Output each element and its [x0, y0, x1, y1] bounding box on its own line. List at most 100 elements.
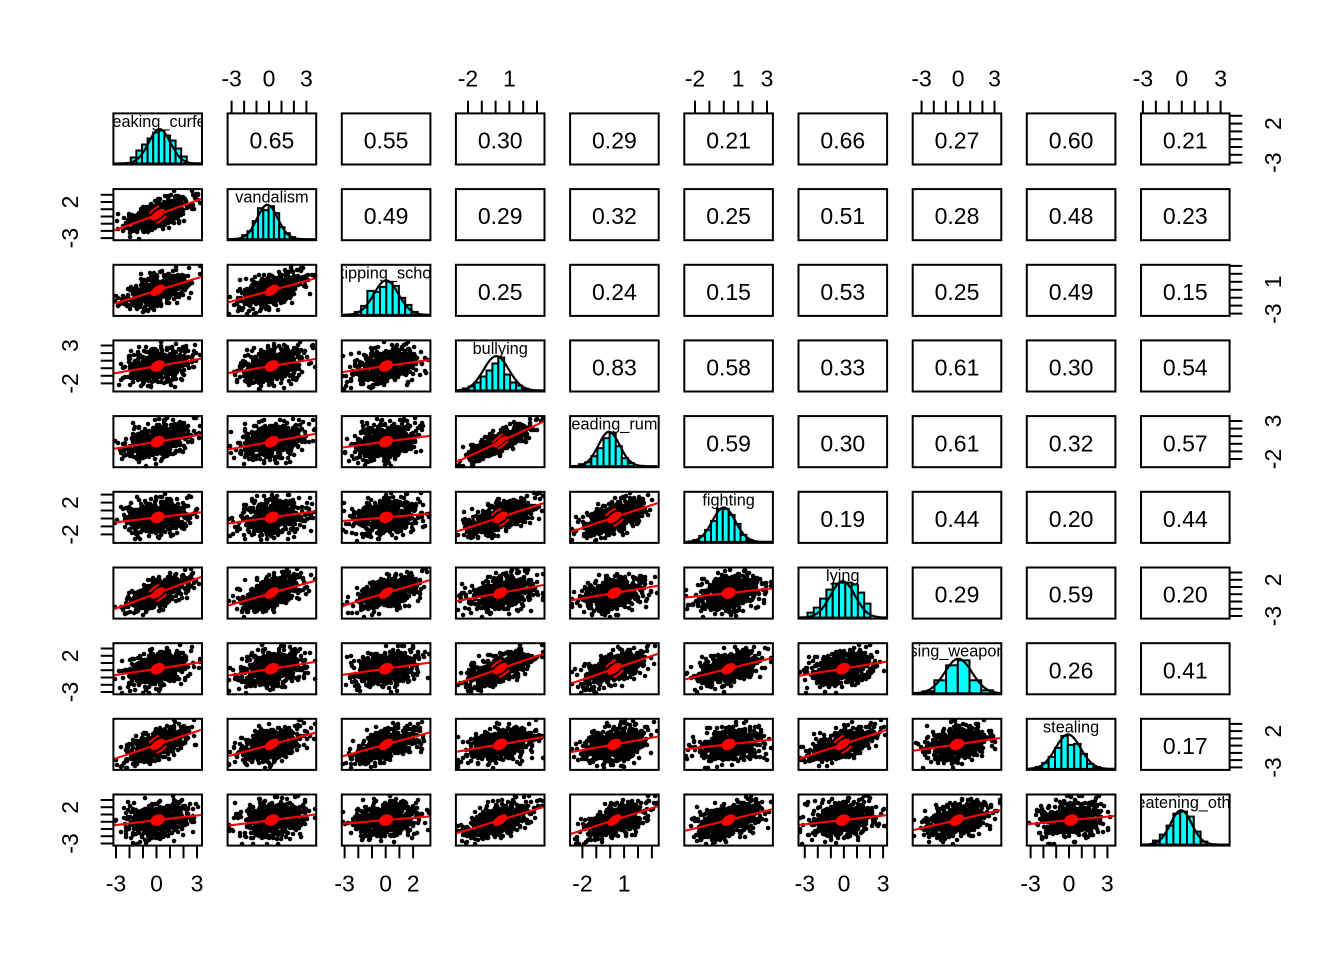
svg-text:3: 3	[761, 66, 774, 92]
svg-text:0.21: 0.21	[706, 128, 751, 154]
svg-text:breaking_curfew: breaking_curfew	[98, 113, 218, 131]
svg-text:-3: -3	[1133, 66, 1153, 92]
svg-text:-3: -3	[911, 66, 931, 92]
svg-text:stealing: stealing	[1043, 718, 1099, 736]
svg-text:0.29: 0.29	[935, 582, 980, 608]
svg-text:0.21: 0.21	[1163, 128, 1208, 154]
svg-text:0.59: 0.59	[1049, 582, 1094, 608]
svg-text:0.44: 0.44	[935, 506, 980, 532]
svg-text:0.25: 0.25	[935, 279, 980, 305]
svg-text:1: 1	[732, 66, 745, 92]
svg-text:-3: -3	[106, 871, 126, 897]
svg-text:0: 0	[838, 871, 851, 897]
svg-text:-3: -3	[1260, 152, 1286, 172]
svg-text:0: 0	[263, 66, 276, 92]
svg-text:0.20: 0.20	[1163, 582, 1208, 608]
svg-text:0.55: 0.55	[364, 128, 409, 154]
svg-text:-2: -2	[572, 871, 592, 897]
svg-text:skipping_school: skipping_school	[328, 264, 444, 282]
svg-text:-3: -3	[795, 871, 815, 897]
svg-text:-3: -3	[57, 228, 83, 248]
svg-text:spreading_rumors: spreading_rumors	[549, 416, 680, 434]
svg-text:0.15: 0.15	[1163, 279, 1208, 305]
svg-text:0.54: 0.54	[1163, 355, 1208, 381]
svg-text:1: 1	[1260, 275, 1286, 288]
svg-text:-2: -2	[1260, 449, 1286, 469]
svg-text:0.20: 0.20	[1049, 506, 1094, 532]
svg-text:3: 3	[1101, 871, 1114, 897]
svg-text:0.26: 0.26	[1049, 657, 1094, 683]
svg-text:2: 2	[57, 196, 83, 209]
svg-text:0.30: 0.30	[478, 128, 523, 154]
svg-text:0: 0	[952, 66, 965, 92]
svg-text:-3: -3	[57, 682, 83, 702]
svg-text:3: 3	[1260, 415, 1286, 428]
svg-text:0.32: 0.32	[592, 203, 637, 229]
svg-text:0.29: 0.29	[592, 128, 637, 154]
svg-text:0.29: 0.29	[478, 203, 523, 229]
svg-text:0.48: 0.48	[1049, 203, 1094, 229]
svg-text:0.44: 0.44	[1163, 506, 1208, 532]
svg-text:-3: -3	[1260, 303, 1286, 323]
svg-text:0.32: 0.32	[1049, 430, 1094, 456]
svg-text:2: 2	[57, 801, 83, 814]
svg-text:2: 2	[57, 496, 83, 509]
svg-text:0.83: 0.83	[592, 355, 637, 381]
svg-text:0.61: 0.61	[935, 430, 980, 456]
svg-text:1: 1	[618, 871, 631, 897]
svg-text:3: 3	[988, 66, 1001, 92]
svg-text:0.41: 0.41	[1163, 657, 1208, 683]
svg-text:0.25: 0.25	[706, 203, 751, 229]
svg-text:0.24: 0.24	[592, 279, 637, 305]
svg-text:0.23: 0.23	[1163, 203, 1208, 229]
svg-text:2: 2	[57, 649, 83, 662]
svg-text:-3: -3	[1260, 606, 1286, 626]
svg-text:3: 3	[57, 339, 83, 352]
svg-text:0.33: 0.33	[820, 355, 865, 381]
svg-text:0: 0	[1175, 66, 1188, 92]
svg-text:3: 3	[877, 871, 890, 897]
svg-text:0: 0	[1063, 871, 1076, 897]
svg-text:0.60: 0.60	[1049, 128, 1094, 154]
svg-text:2: 2	[1260, 117, 1286, 130]
svg-text:-3: -3	[221, 66, 241, 92]
svg-text:0.25: 0.25	[478, 279, 523, 305]
svg-text:threatening_others: threatening_others	[1117, 794, 1253, 812]
svg-text:fighting: fighting	[702, 491, 755, 509]
svg-text:0.59: 0.59	[706, 430, 751, 456]
svg-text:-2: -2	[685, 66, 705, 92]
svg-text:0.65: 0.65	[250, 128, 295, 154]
svg-text:0.30: 0.30	[1049, 355, 1094, 381]
svg-text:0.28: 0.28	[935, 203, 980, 229]
svg-text:-2: -2	[458, 66, 478, 92]
svg-text:1: 1	[503, 66, 516, 92]
svg-text:0.58: 0.58	[706, 355, 751, 381]
svg-text:-3: -3	[57, 833, 83, 853]
svg-text:3: 3	[300, 66, 313, 92]
svg-text:0.61: 0.61	[935, 355, 980, 381]
svg-text:0.57: 0.57	[1163, 430, 1208, 456]
svg-text:0.19: 0.19	[820, 506, 865, 532]
svg-text:2: 2	[407, 871, 420, 897]
svg-text:0.49: 0.49	[1049, 279, 1094, 305]
svg-text:bullying: bullying	[473, 340, 528, 358]
svg-text:vandalism: vandalism	[235, 189, 308, 207]
svg-text:3: 3	[191, 871, 204, 897]
svg-text:0.51: 0.51	[820, 203, 865, 229]
svg-text:3: 3	[1214, 66, 1227, 92]
svg-text:0.49: 0.49	[364, 203, 409, 229]
svg-text:0.53: 0.53	[820, 279, 865, 305]
svg-text:0: 0	[150, 871, 163, 897]
svg-text:2: 2	[1260, 725, 1286, 738]
svg-text:0.66: 0.66	[820, 128, 865, 154]
svg-text:0: 0	[379, 871, 392, 897]
svg-text:0.15: 0.15	[706, 279, 751, 305]
svg-text:lying: lying	[826, 567, 860, 585]
svg-text:2: 2	[1260, 573, 1286, 586]
svg-text:-3: -3	[1020, 871, 1040, 897]
svg-text:-3: -3	[1260, 757, 1286, 777]
svg-text:0.17: 0.17	[1163, 733, 1208, 759]
svg-text:-2: -2	[57, 373, 83, 393]
svg-text:-2: -2	[57, 524, 83, 544]
svg-text:using_weapons: using_weapons	[900, 643, 1013, 661]
